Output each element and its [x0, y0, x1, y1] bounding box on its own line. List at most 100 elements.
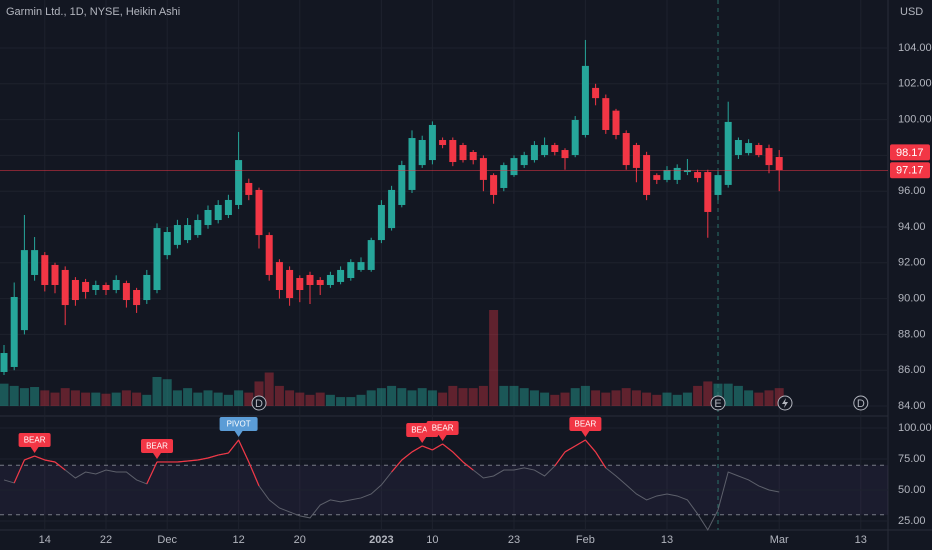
x-tick-label: 13 [661, 534, 673, 546]
volume-bar [203, 390, 213, 406]
volume-bar [499, 385, 509, 406]
candle-body [530, 145, 538, 161]
candle-body [388, 189, 396, 229]
volume-bar [682, 392, 692, 406]
annotation-pointer [234, 431, 243, 438]
candle-body [20, 250, 28, 331]
x-tick-label: 22 [100, 534, 112, 546]
rsi-overbought-segment [146, 461, 158, 485]
volume-bar [560, 392, 570, 406]
volume-bar [30, 387, 40, 406]
rsi-overbought-segment [411, 445, 423, 453]
volume-bar [60, 388, 70, 406]
candle-body [551, 145, 559, 152]
candle-body [92, 284, 100, 291]
rsi-overbought-segment [564, 445, 576, 453]
candle-body [377, 204, 385, 241]
alert-icon[interactable] [777, 395, 793, 411]
currency-label: USD [900, 6, 923, 18]
candle-body [765, 148, 773, 166]
candle-body [632, 145, 640, 168]
rsi-overbought-segment [54, 461, 66, 471]
y-tick-label: 90.00 [898, 293, 926, 305]
candle-body [367, 240, 375, 270]
volume-bar [621, 388, 631, 406]
candle-body [643, 155, 651, 195]
candle-body [581, 65, 589, 135]
rsi-overbought-segment [238, 439, 250, 463]
volume-bar [254, 381, 264, 406]
annotation-label: PIVOT [227, 420, 251, 429]
candle-body [112, 279, 120, 291]
x-tick-label: 2023 [369, 534, 393, 546]
volume-bar [387, 385, 397, 406]
rsi-overbought-segment [462, 461, 474, 471]
candle-body [459, 145, 467, 161]
volume-bar [601, 392, 611, 406]
volume-bar [223, 394, 233, 406]
volume-bar [81, 392, 91, 406]
candle-body [163, 232, 171, 256]
rsi-overbought-segment [207, 454, 219, 459]
volume-bar [733, 385, 743, 406]
annotation-pointer [418, 436, 427, 443]
x-tick-label: Feb [576, 534, 595, 546]
volume-bar [9, 385, 19, 406]
volume-bar [234, 390, 244, 406]
chart-title: Garmin Ltd., 1D, NYSE, Heikin Ashi [6, 6, 180, 18]
candle-body [265, 235, 273, 275]
volume-bar [764, 390, 774, 406]
volume-bar [356, 394, 366, 406]
volume-bar [285, 390, 295, 406]
annotation-pointer [30, 447, 39, 454]
candle-body [275, 262, 283, 291]
x-tick-label: 20 [294, 534, 306, 546]
candle-body [204, 209, 212, 226]
volume-bar [611, 390, 621, 406]
rsi-tick-label: 75.00 [898, 453, 926, 465]
candle-body [337, 269, 345, 282]
annotation-label: BEAR [24, 436, 46, 445]
event-marker [710, 395, 726, 411]
candle-body [122, 283, 130, 301]
candle-body [31, 250, 39, 275]
x-tick-label: 13 [855, 534, 867, 546]
volume-bar [264, 372, 274, 406]
rsi-overbought-segment [227, 439, 240, 454]
volume-bar [346, 397, 356, 406]
volume-bar [427, 390, 437, 406]
annotation-box [569, 417, 602, 432]
x-tick-label: Mar [770, 534, 789, 546]
volume-bar [652, 394, 662, 406]
candle-body [775, 157, 783, 171]
volume-bar [438, 392, 448, 406]
annotation-label: BEAR [575, 420, 597, 429]
candle-body [286, 269, 294, 299]
candle-body [469, 151, 477, 161]
rsi-overbought-segment [177, 460, 188, 463]
rsi-overbought-segment [584, 439, 597, 453]
rsi-overbought-segment [421, 445, 433, 451]
volume-bar [19, 388, 29, 406]
candle-body [71, 279, 79, 301]
rsi-overbought-segment [197, 457, 209, 461]
candle-body [724, 121, 732, 185]
price-badge [890, 162, 930, 179]
rsi-overbought-segment [391, 459, 403, 473]
x-tick-label: 10 [426, 534, 438, 546]
alert-bolt [782, 398, 788, 408]
y-tick-label: 92.00 [898, 257, 926, 269]
volume-bar [407, 390, 417, 406]
volume-bar [570, 388, 580, 406]
annotation-box [18, 433, 51, 448]
volume-bar [101, 393, 111, 406]
rsi-tick-label: 50.00 [898, 484, 926, 496]
candle-body [663, 170, 671, 180]
rsi-overbought-segment [442, 443, 454, 453]
candle-body [500, 165, 508, 188]
y-tick-label: 104.00 [898, 42, 932, 54]
candle-body [714, 175, 722, 195]
candle-body [428, 124, 436, 161]
candle-body [479, 158, 487, 180]
